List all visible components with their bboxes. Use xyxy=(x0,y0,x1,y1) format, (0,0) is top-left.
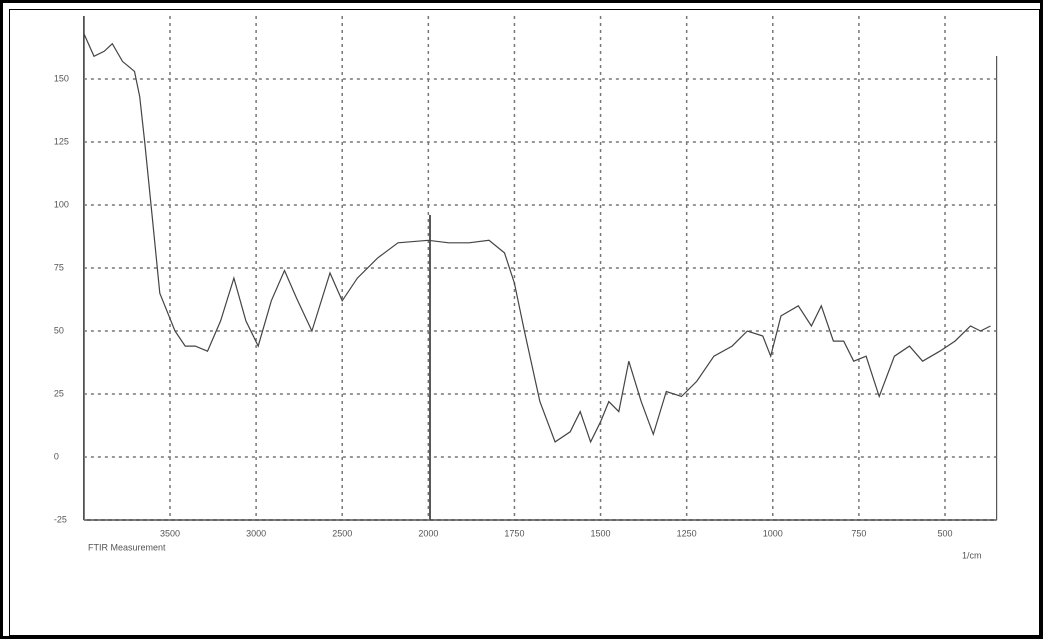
y-tick-label: 100 xyxy=(54,199,69,209)
x-tick-label: 2000 xyxy=(418,528,438,538)
y-tick-label: 150 xyxy=(54,73,69,83)
y-tick-label: 50 xyxy=(54,325,64,335)
inner-frame xyxy=(9,9,1040,636)
spectrum-line xyxy=(83,33,991,444)
x-tick-label: 750 xyxy=(851,528,866,538)
x-tick-label: 1000 xyxy=(763,528,783,538)
x-tick-label: 1250 xyxy=(677,528,697,538)
x-tick-label: 3500 xyxy=(160,528,180,538)
x-unit-label: 1/cm xyxy=(962,550,982,560)
x-tick-label: 2500 xyxy=(332,528,352,538)
y-tick-label: 75 xyxy=(54,262,64,272)
x-tick-label: 3000 xyxy=(246,528,266,538)
footer-label: FTIR Measurement xyxy=(88,542,166,552)
x-tick-label: 1750 xyxy=(504,528,524,538)
y-tick-label: 25 xyxy=(54,388,64,398)
y-tick-label: -25 xyxy=(54,514,67,524)
y-tick-label: 125 xyxy=(54,136,69,146)
y-tick-label: 0 xyxy=(54,451,59,461)
x-tick-label: 500 xyxy=(937,528,952,538)
x-tick-label: 1500 xyxy=(591,528,611,538)
